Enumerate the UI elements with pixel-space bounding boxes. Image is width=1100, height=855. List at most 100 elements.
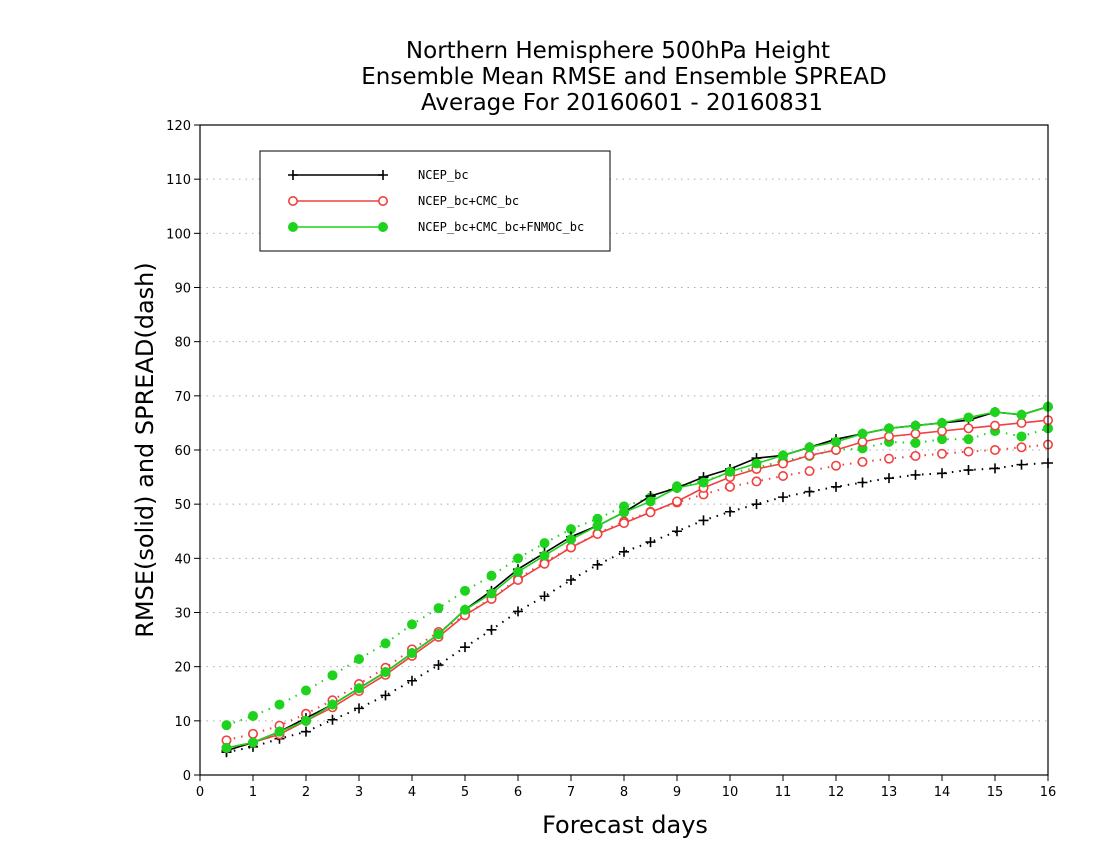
- legend-marker: [288, 222, 298, 232]
- ncep-bc-cmc-bc-fnmoc-bc-spread-point: [380, 638, 391, 649]
- ncep-bc-cmc-bc-rmse-point: [883, 431, 894, 442]
- ncep-bc-spread-point: [990, 463, 1000, 474]
- ncep-bc-cmc-bc-fnmoc-bc-rmse-point: [990, 407, 1000, 418]
- ncep-bc-cmc-bc-rmse-point: [857, 436, 868, 447]
- y-tick-label: 120: [166, 119, 191, 134]
- y-tick-label: 50: [174, 498, 191, 513]
- x-tick-label: 2: [302, 785, 310, 800]
- ncep-bc-cmc-bc-rmse-point: [565, 542, 576, 553]
- ncep-bc-cmc-bc-fnmoc-bc-rmse-point: [301, 715, 311, 726]
- ncep-bc-cmc-bc-fnmoc-bc-spread-point: [407, 619, 417, 630]
- ncep-bc-cmc-bc-fnmoc-bc-rmse-point: [486, 588, 497, 599]
- ncep-bc-rmse-line: [226, 405, 1049, 752]
- ncep-bc-cmc-bc-fnmoc-bc-rmse-point: [884, 423, 894, 434]
- legend-entry-ncep-bc-cmc-bc: NCEP_bc+CMC_bc: [287, 194, 519, 208]
- ncep-bc-cmc-bc-rmse-point: [830, 444, 841, 455]
- grid-lines: [200, 178, 1048, 722]
- ncep-bc-cmc-bc-spread-point: [910, 450, 921, 461]
- legend: NCEP_bc NCEP_bc+CMC_bc NCEP_bc+CMC_bc+FNMO…: [259, 150, 611, 252]
- ncep-bc-cmc-bc-fnmoc-bc-spread-point: [274, 699, 285, 710]
- ncep-bc-cmc-bc-rmse-point: [910, 428, 921, 439]
- ncep-bc-spread-point: [407, 675, 417, 686]
- ncep-bc-spread-point: [301, 726, 311, 737]
- x-tick-label: 10: [722, 785, 739, 800]
- ncep-bc-cmc-bc-fnmoc-bc-spread-point: [301, 685, 311, 696]
- ncep-bc-cmc-bc-spread-line: [226, 443, 1049, 742]
- ncep-bc-cmc-bc-rmse-point: [777, 458, 788, 469]
- ncep-bc-cmc-bc-fnmoc-bc-spread-point: [539, 538, 550, 549]
- x-tick-label: 5: [461, 785, 469, 800]
- ncep-bc-cmc-bc-fnmoc-bc-rmse-point: [566, 534, 576, 545]
- ncep-bc-cmc-bc-fnmoc-bc-rmse-point: [778, 450, 788, 461]
- ncep-bc-spread-point: [513, 606, 523, 617]
- ncep-bc-cmc-bc-fnmoc-bc-rmse-point: [433, 629, 444, 640]
- ncep-bc-cmc-bc-spread-point: [830, 460, 841, 471]
- ncep-bc-spread-point: [884, 473, 894, 484]
- y-tick-label: 110: [166, 173, 191, 188]
- ncep-bc-spread-point: [751, 499, 762, 510]
- ncep-bc-spread-point: [804, 486, 815, 497]
- ncep-bc-cmc-bc-fnmoc-bc-rmse-series: [221, 401, 1053, 753]
- series-lines: [221, 401, 1054, 758]
- ncep-bc-cmc-bc-fnmoc-bc-spread-point: [433, 603, 444, 614]
- ncep-bc-spread-point: [486, 624, 497, 635]
- y-tick-label: 10: [174, 715, 191, 730]
- ncep-bc-cmc-bc-fnmoc-bc-rmse-point: [354, 683, 364, 694]
- y-tick-label: 100: [166, 227, 191, 242]
- ncep-bc-cmc-bc-fnmoc-bc-spread-point: [910, 437, 921, 448]
- ncep-bc-cmc-bc-rmse-point: [618, 518, 629, 529]
- x-tick-label: 13: [881, 785, 898, 800]
- ncep-bc-cmc-bc-fnmoc-bc-rmse-point: [539, 550, 550, 561]
- ncep-bc-cmc-bc-rmse-point: [804, 450, 815, 461]
- legend-marker: [288, 170, 298, 180]
- ncep-bc-cmc-bc-spread-point: [248, 728, 259, 739]
- ncep-bc-cmc-bc-rmse-point: [989, 420, 1000, 431]
- ncep-bc-spread-point: [831, 481, 841, 492]
- ncep-bc-cmc-bc-fnmoc-bc-rmse-point: [380, 667, 391, 678]
- ncep-bc-cmc-bc-rmse-point: [592, 528, 603, 539]
- ncep-bc-cmc-bc-fnmoc-bc-spread-point: [513, 553, 523, 564]
- ncep-bc-cmc-bc-spread-point: [1016, 442, 1027, 453]
- legend-label: NCEP_bc+CMC_bc+FNMOC_bc: [418, 220, 584, 234]
- ncep-bc-cmc-bc-fnmoc-bc-rmse-point: [937, 417, 947, 428]
- y-tick-label: 60: [174, 444, 191, 459]
- ncep-bc-cmc-bc-fnmoc-bc-rmse-point: [857, 428, 868, 439]
- chart-title-line-3: Average For 20160601 - 20160831: [421, 90, 823, 116]
- ncep-bc-spread-point: [592, 559, 603, 570]
- legend-marker: [378, 170, 388, 180]
- ncep-bc-cmc-bc-spread-point: [804, 466, 815, 477]
- ncep-bc-cmc-bc-fnmoc-bc-rmse-point: [910, 420, 921, 431]
- ncep-bc-spread-point: [725, 506, 735, 517]
- ncep-bc-spread-point: [433, 660, 444, 671]
- legend-marker: [378, 222, 388, 232]
- ncep-bc-spread-point: [380, 690, 391, 701]
- y-tick-label: 0: [183, 769, 191, 784]
- x-tick-label: 7: [567, 785, 575, 800]
- ncep-bc-cmc-bc-spread-point: [777, 470, 788, 481]
- ncep-bc-cmc-bc-spread-point: [936, 448, 947, 459]
- ncep-bc-cmc-bc-rmse-point: [645, 507, 656, 518]
- ncep-bc-spread-point: [354, 703, 364, 714]
- ncep-bc-cmc-bc-fnmoc-bc-rmse-point: [963, 412, 974, 423]
- ncep-bc-cmc-bc-fnmoc-bc-spread-point: [327, 670, 338, 681]
- legend-marker: [287, 196, 298, 207]
- ncep-bc-spread-point: [460, 642, 470, 653]
- x-tick-label: 11: [775, 785, 792, 800]
- ncep-bc-spread-point: [963, 465, 974, 476]
- ncep-bc-spread-point: [778, 492, 788, 503]
- ncep-bc-cmc-bc-rmse-line: [226, 419, 1049, 749]
- ncep-bc-cmc-bc-spread-point: [989, 444, 1000, 455]
- x-tick-label: 3: [355, 785, 363, 800]
- y-tick-label: 80: [174, 336, 191, 351]
- ncep-bc-cmc-bc-fnmoc-bc-rmse-point: [592, 520, 603, 531]
- x-tick-label: 9: [673, 785, 681, 800]
- ncep-bc-cmc-bc-fnmoc-bc-rmse-point: [672, 482, 682, 493]
- x-tick-label: 1: [249, 785, 257, 800]
- ncep-bc-cmc-bc-fnmoc-bc-spread-point: [221, 720, 232, 731]
- ncep-bc-cmc-bc-fnmoc-bc-spread-point: [486, 570, 497, 581]
- ncep-bc-spread-point: [327, 714, 338, 725]
- legend-label: NCEP_bc: [418, 168, 469, 182]
- x-tick-label: 14: [934, 785, 951, 800]
